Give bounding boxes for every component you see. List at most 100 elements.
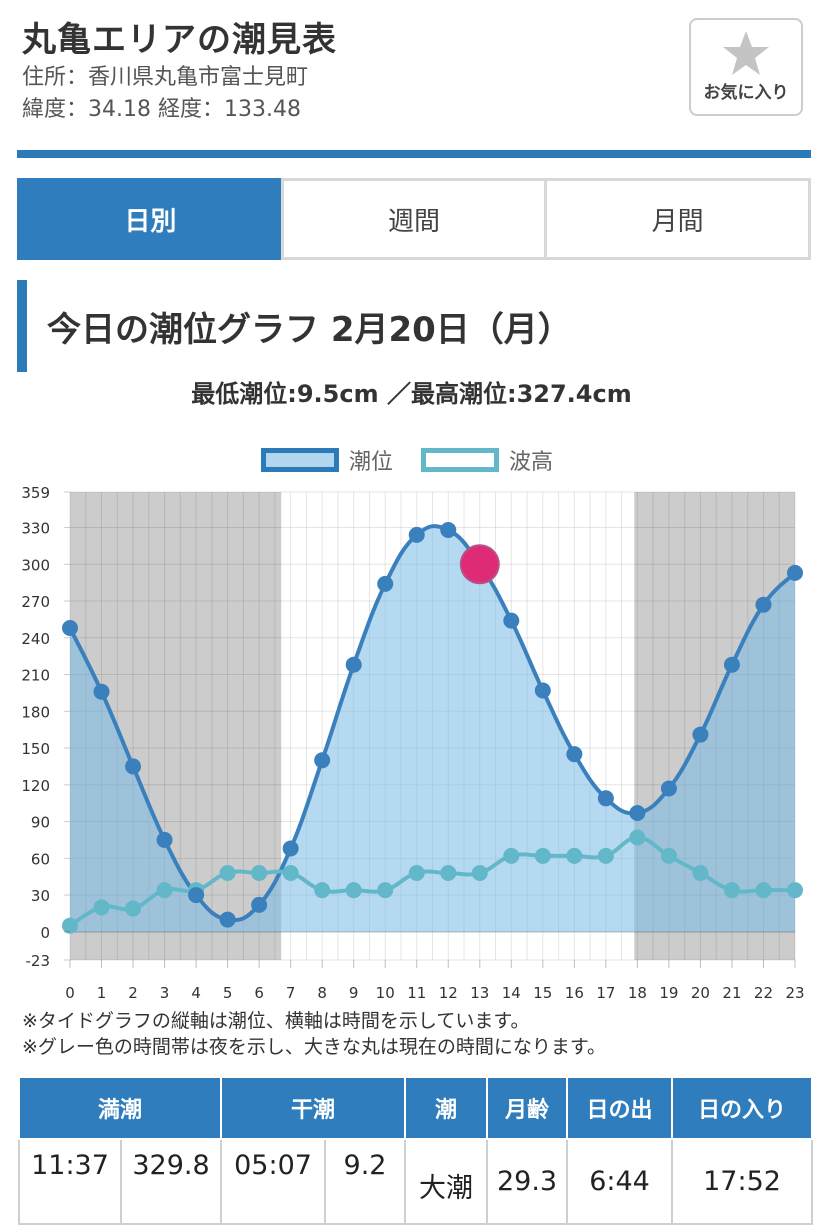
note-night: ※グレー色の時間帯は夜を示し、大きな丸は現在の時間になります。 [22, 1036, 607, 1058]
y-tick-label: 60 [31, 850, 50, 868]
header-high-tide: 満潮 [17, 1076, 223, 1140]
y-tick-label: 240 [21, 630, 50, 648]
x-tick-label: 17 [596, 984, 615, 1002]
x-tick-label: 10 [376, 984, 395, 1002]
x-tick-label: 0 [65, 984, 75, 1002]
wave-point [629, 829, 646, 846]
wave-point [251, 865, 268, 882]
wave-point [125, 900, 142, 917]
y-tick-label: 300 [21, 556, 50, 574]
wave-point [566, 847, 583, 864]
x-tick-label: 14 [502, 984, 521, 1002]
wave-point [156, 882, 173, 899]
x-tick-label: 1 [97, 984, 107, 1002]
x-tick-label: 7 [286, 984, 296, 1002]
low-tide-time: 05:07 [220, 1138, 327, 1225]
legend-wave[interactable]: 波高 [421, 442, 553, 478]
x-tick-label: 3 [160, 984, 170, 1002]
tide-point [692, 726, 709, 743]
current-time-marker [459, 544, 500, 585]
y-tick-label: 359 [21, 484, 50, 502]
x-tick-label: 23 [785, 984, 804, 1002]
x-tick-label: 13 [470, 984, 489, 1002]
x-tick-label: 19 [659, 984, 678, 1002]
wave-point [93, 899, 110, 916]
y-tick-label: 210 [21, 667, 50, 685]
wave-point [597, 847, 614, 864]
tide-point [156, 831, 173, 848]
header-low-tide: 干潮 [220, 1076, 407, 1140]
tide-point [566, 746, 583, 763]
tide-point [377, 575, 394, 592]
wave-point [282, 865, 299, 882]
wave-point [660, 847, 677, 864]
tide-point [219, 911, 236, 928]
section-heading: 今日の潮位グラフ 2月20日（月） [17, 280, 811, 372]
y-tick-label: -23 [26, 952, 51, 970]
favorite-label: お気に入り [703, 83, 789, 103]
x-tick-label: 5 [223, 984, 233, 1002]
x-tick-label: 6 [254, 984, 264, 1002]
x-tick-label: 8 [317, 984, 327, 1002]
y-tick-label: 0 [40, 924, 50, 942]
tide-min-max: 最低潮位:9.5cm ／最高潮位:327.4cm [191, 380, 632, 408]
x-tick-label: 21 [722, 984, 741, 1002]
tide-type: 大潮 [404, 1138, 489, 1225]
wave-point [692, 865, 709, 882]
tide-point [629, 804, 646, 821]
header-sunset: 日の入り [671, 1076, 814, 1140]
x-tick-label: 20 [691, 984, 710, 1002]
sunrise-time: 6:44 [566, 1138, 674, 1225]
wave-point [219, 865, 236, 882]
star-icon [723, 31, 769, 75]
x-tick-label: 4 [191, 984, 201, 1002]
tab-monthly[interactable]: 月間 [544, 178, 812, 260]
header-tide-type: 潮 [404, 1076, 489, 1140]
wave-point [345, 882, 362, 899]
legend-tide-swatch [261, 448, 339, 472]
chart-notes: ※タイドグラフの縦軸は潮位、横軸は時間を示しています。 ※グレー色の時間帯は夜を… [22, 1008, 606, 1060]
tide-info-table: 満潮 干潮 潮 月齢 日の出 日の入り 11:37 329.8 05:07 9.… [17, 1076, 814, 1225]
legend-wave-swatch [421, 448, 499, 472]
tide-point [345, 656, 362, 673]
section-title: 今日の潮位グラフ 2月20日（月） [47, 310, 572, 350]
wave-point [503, 847, 520, 864]
x-tick-label: 18 [628, 984, 647, 1002]
y-tick-label: 270 [21, 593, 50, 611]
tide-point [660, 780, 677, 797]
tide-point [755, 596, 772, 613]
x-tick-label: 22 [754, 984, 773, 1002]
legend-tide[interactable]: 潮位 [261, 442, 393, 478]
tab-weekly[interactable]: 週間 [280, 178, 548, 260]
wave-point [314, 882, 331, 899]
coordinates-text: 緯度：34.18 経度：133.48 [22, 97, 301, 122]
note-axes: ※タイドグラフの縦軸は潮位、横軸は時間を示しています。 [22, 1010, 530, 1032]
header-moon-age: 月齢 [486, 1076, 569, 1140]
tide-point [787, 564, 803, 581]
legend-wave-label: 波高 [509, 450, 554, 475]
y-tick-label: 120 [21, 777, 50, 795]
tide-point [282, 840, 299, 857]
x-tick-label: 16 [565, 984, 584, 1002]
tab-daily[interactable]: 日別 [17, 178, 284, 260]
tide-point [93, 683, 110, 700]
tide-point [534, 682, 551, 699]
x-tick-label: 2 [128, 984, 138, 1002]
header-sunrise: 日の出 [566, 1076, 674, 1140]
high-tide-level: 329.8 [119, 1138, 223, 1225]
wave-point [408, 865, 425, 882]
wave-point [62, 917, 78, 934]
legend-tide-label: 潮位 [349, 450, 394, 475]
x-tick-label: 11 [407, 984, 426, 1002]
tide-point [251, 896, 268, 913]
tide-point [314, 752, 331, 769]
favorite-button[interactable]: お気に入り [689, 18, 803, 116]
address-text: 住所：香川県丸亀市富士見町 [22, 65, 309, 90]
tide-point [188, 887, 205, 904]
tide-point [408, 526, 425, 543]
wave-point [534, 847, 551, 864]
tide-point [440, 521, 457, 538]
wave-point [471, 865, 488, 882]
moon-age: 29.3 [486, 1138, 569, 1225]
